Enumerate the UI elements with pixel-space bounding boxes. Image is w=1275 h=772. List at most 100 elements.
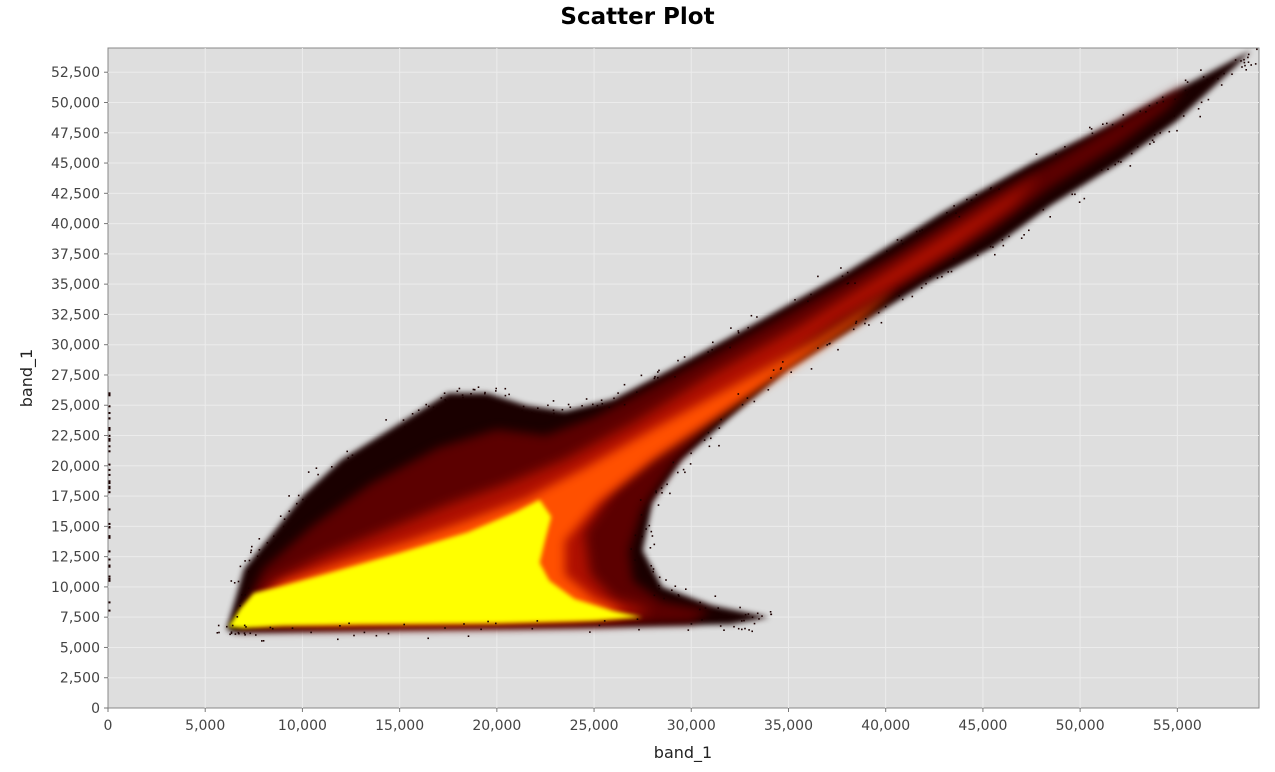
scatter-point — [108, 550, 111, 553]
scatter-point — [1243, 58, 1245, 61]
scatter-point — [359, 462, 361, 464]
y-tick-label: 10,000 — [51, 580, 100, 596]
scatter-point — [855, 322, 857, 324]
scatter-point — [651, 535, 654, 537]
scatter-point — [552, 400, 555, 402]
scatter-point — [737, 332, 740, 334]
scatter-point — [331, 466, 333, 468]
scatter-point — [847, 282, 850, 284]
scatter-point — [251, 545, 253, 548]
scatter-point — [998, 188, 1000, 190]
scatter-point — [1220, 84, 1223, 86]
scatter-point — [1106, 122, 1108, 125]
scatter-point — [1100, 169, 1103, 171]
scatter-point — [375, 634, 378, 637]
scatter-point — [837, 348, 839, 351]
scatter-point — [901, 298, 904, 301]
scatter-point — [258, 549, 261, 551]
scatter-point — [1120, 161, 1122, 163]
scatter-point — [641, 535, 643, 538]
scatter-point — [1184, 89, 1187, 92]
scatter-point — [508, 393, 510, 396]
scatter-point — [630, 548, 632, 550]
scatter-point — [657, 504, 660, 506]
scatter-point — [500, 405, 502, 407]
scatter-point — [1148, 104, 1151, 107]
scatter-point — [666, 483, 668, 486]
scatter-point — [266, 542, 269, 544]
scatter-point — [1001, 239, 1004, 241]
scatter-point — [714, 595, 717, 597]
scatter-point — [108, 412, 111, 414]
scatter-point — [282, 525, 285, 528]
scatter-point — [1117, 160, 1120, 163]
scatter-point — [411, 413, 414, 415]
scatter-point — [719, 625, 722, 627]
scatter-point — [658, 584, 660, 587]
scatter-point — [884, 305, 887, 308]
scatter-point — [1008, 235, 1010, 238]
chart-title: Scatter Plot — [560, 4, 715, 30]
scatter-point — [236, 616, 239, 618]
scatter-point — [390, 444, 392, 447]
scatter-point — [677, 594, 680, 596]
scatter-point — [654, 375, 656, 378]
scatter-point — [1241, 66, 1243, 68]
scatter-point — [601, 403, 604, 405]
scatter-point — [108, 482, 111, 484]
scatter-point — [947, 271, 949, 273]
scatter-point — [741, 628, 743, 631]
scatter-point — [234, 633, 237, 635]
scatter-point — [480, 628, 482, 631]
scatter-point — [230, 632, 233, 635]
scatter-point — [920, 287, 923, 289]
scatter-point — [402, 419, 405, 421]
scatter-point — [347, 457, 350, 459]
scatter-point — [1026, 212, 1029, 214]
scatter-point — [741, 403, 744, 406]
scatter-point — [864, 322, 866, 325]
scatter-point — [653, 377, 656, 380]
scatter-point — [737, 393, 740, 395]
scatter-point — [929, 275, 931, 277]
y-tick-label: 22,500 — [51, 429, 100, 445]
scatter-point — [247, 570, 250, 573]
scatter-point — [553, 412, 555, 415]
y-tick-label: 27,500 — [51, 368, 100, 384]
scatter-point — [758, 618, 760, 620]
scatter-point — [521, 410, 523, 412]
scatter-point — [750, 314, 753, 317]
scatter-point — [608, 406, 610, 409]
scatter-point — [296, 502, 298, 505]
scatter-point — [946, 212, 948, 214]
scatter-point — [733, 625, 735, 628]
scatter-point — [730, 327, 732, 329]
scatter-point — [1184, 79, 1187, 82]
scatter-point — [1111, 123, 1114, 126]
scatter-point — [237, 631, 240, 634]
scatter-point — [1129, 165, 1132, 167]
scatter-point — [898, 295, 900, 297]
scatter-point — [712, 341, 714, 344]
scatter-point — [403, 623, 405, 626]
scatter-point — [108, 417, 111, 420]
scatter-point — [271, 627, 274, 630]
scatter-point — [243, 624, 246, 627]
scatter-point — [108, 535, 111, 538]
scatter-point — [739, 606, 741, 609]
scatter-point — [239, 565, 242, 568]
scatter-point — [289, 534, 291, 536]
scatter-point — [244, 634, 246, 636]
scatter-point — [770, 613, 772, 616]
scatter-point — [536, 620, 539, 622]
scatter-point — [639, 499, 642, 501]
scatter-point — [915, 230, 918, 233]
scatter-point — [522, 405, 525, 408]
scatter-point — [747, 326, 749, 329]
scatter-point — [456, 390, 459, 392]
scatter-point — [487, 620, 489, 623]
scatter-point — [1020, 237, 1023, 239]
scatter-point — [247, 587, 250, 589]
scatter-point — [744, 613, 747, 616]
scatter-point — [1182, 115, 1185, 117]
